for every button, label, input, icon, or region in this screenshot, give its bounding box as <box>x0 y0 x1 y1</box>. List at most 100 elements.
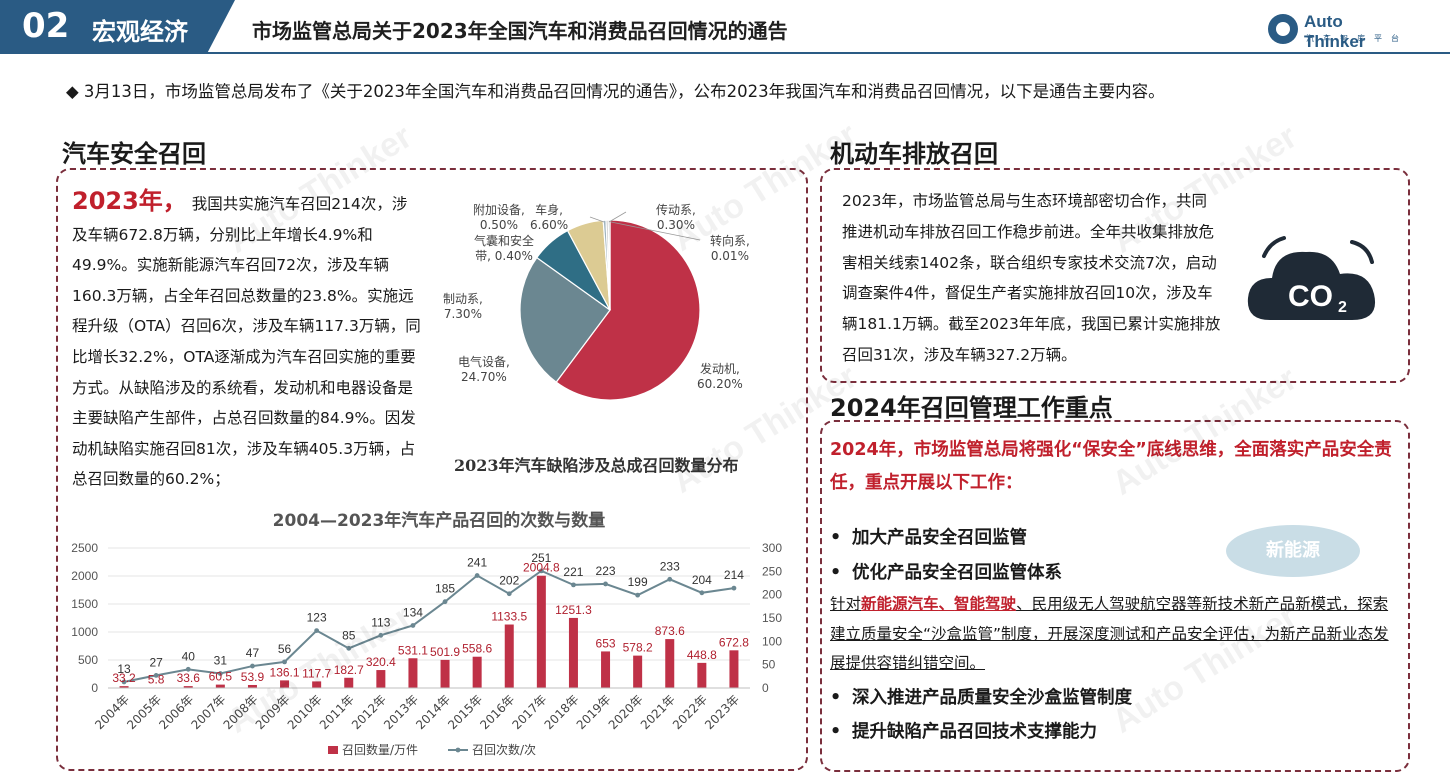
line-point <box>442 599 448 605</box>
y-right-tick-label: 250 <box>762 564 782 578</box>
plan-bullet: • 提升缺陷产品召回技术支撑能力 <box>830 718 1097 743</box>
line-data-label: 241 <box>467 556 487 570</box>
bar-data-label: 873.6 <box>655 624 685 638</box>
emission-recall-heading: 机动车排放召回 <box>830 140 998 168</box>
plan-bullet: • 优化产品安全召回监管体系 <box>830 559 1062 584</box>
pie-label: 制动系, 7.30% <box>443 292 483 321</box>
line-point <box>282 659 287 665</box>
legend-line-marker <box>455 747 461 753</box>
line-data-label: 251 <box>531 551 551 565</box>
pie-label: 气囊和安全带, 0.40% <box>474 234 535 263</box>
x-tick-label: 2017年 <box>509 692 549 732</box>
legend-bar-label: 召回数量/万件 <box>342 742 418 757</box>
co2-subscript: 2 <box>1338 299 1347 316</box>
line-point <box>185 666 191 672</box>
bullet-dot: • <box>830 528 842 548</box>
bar <box>665 639 675 688</box>
line-data-label: 221 <box>563 565 583 579</box>
bar <box>536 575 546 688</box>
bar-data-label: 531.1 <box>398 643 428 657</box>
bar <box>344 677 354 688</box>
line-data-label: 204 <box>692 573 712 587</box>
bar <box>697 662 707 688</box>
line-data-label: 202 <box>499 574 519 588</box>
x-tick-label: 2012年 <box>349 692 389 732</box>
line-point <box>667 576 673 582</box>
line-data-label: 85 <box>342 628 356 642</box>
y-left-tick-label: 1000 <box>71 625 98 639</box>
bar-data-label: 320.4 <box>366 655 396 669</box>
y-left-tick-label: 1500 <box>71 597 98 611</box>
bar-data-label: 653 <box>596 636 616 650</box>
x-tick-label: 2018年 <box>542 692 582 732</box>
line-point <box>635 592 641 598</box>
pie-leader-line <box>610 221 701 241</box>
co2-text: CO <box>1288 280 1333 313</box>
line-point <box>410 623 416 628</box>
pie-label: 车身, 6.60% <box>530 203 569 232</box>
line-point <box>314 628 320 633</box>
pie-leader-line <box>589 216 605 223</box>
line-data-label: 233 <box>660 559 680 573</box>
bullet-text: 优化产品安全召回监管体系 <box>852 563 1062 583</box>
y-right-tick-label: 300 <box>762 541 782 555</box>
line-point <box>378 632 384 638</box>
y-left-tick-label: 500 <box>78 653 98 667</box>
section-number: 02 <box>22 6 70 46</box>
pie-label: 电气设备, 24.70% <box>458 355 510 384</box>
header-bar: 02 宏观经济 市场监管总局关于2023年全国汽车和消费品召回情况的通告 Aut… <box>0 0 1450 54</box>
bar <box>504 624 514 688</box>
plan-2024-detail: 针对新能源汽车、智能驾驶、民用级无人驾驶航空器等新技术新产品新模式，探索建立质量… <box>830 590 1400 679</box>
pie-label: 转向系, 0.01% <box>710 234 750 263</box>
brand-logo: Auto Thinker 汽车智库平台 <box>1268 10 1408 51</box>
y-left-tick-label: 0 <box>91 681 98 695</box>
bullet-text: 加大产品安全召回监管 <box>852 528 1027 548</box>
pie-leader-line <box>608 211 627 223</box>
bar-data-label: 501.9 <box>430 645 460 659</box>
y-right-tick-label: 0 <box>762 681 769 695</box>
bar-data-label: 136.1 <box>270 665 300 679</box>
line-point <box>250 663 255 669</box>
line-data-label: 185 <box>435 582 455 596</box>
y-left-tick-label: 2500 <box>71 541 98 555</box>
pie-chart-title: 2023年汽车缺陷涉及总成召回数量分布 <box>454 456 739 475</box>
x-tick-label: 2014年 <box>413 692 453 732</box>
bar-data-label: 33.6 <box>177 671 201 685</box>
recall-combo-chart: 2004—2023年汽车产品召回的次数与数量050010001500200025… <box>71 510 782 757</box>
bar-data-label: 448.8 <box>687 648 717 662</box>
bar-data-label: 1133.5 <box>491 610 527 624</box>
bar-data-label: 5.8 <box>148 673 165 687</box>
x-tick-label: 2023年 <box>702 692 742 732</box>
bar-data-label: 2004.8 <box>523 561 560 575</box>
line-data-label: 123 <box>307 611 327 625</box>
x-tick-label: 2013年 <box>381 692 421 732</box>
x-tick-label: 2005年 <box>124 692 164 732</box>
line-data-label: 13 <box>117 662 131 676</box>
intro-text: ◆ 3月13日，市场监管总局发布了《关于2023年全国汽车和消费品召回情况的通告… <box>66 82 1165 101</box>
bar-data-label: 182.7 <box>334 663 364 677</box>
count-line <box>123 569 735 683</box>
bar-data-label: 53.9 <box>241 670 265 684</box>
bar-data-label: 60.5 <box>209 670 233 684</box>
legend-line-label: 召回次数/次 <box>472 742 536 757</box>
x-tick-label: 2022年 <box>670 692 710 732</box>
co2-cloud-icon: CO 2 <box>1247 236 1376 320</box>
bar <box>440 659 450 688</box>
bar-data-label: 33.2 <box>112 671 136 685</box>
bar <box>472 656 482 688</box>
legend-bar-swatch <box>328 746 338 754</box>
x-tick-label: 2019年 <box>574 692 614 732</box>
auto-recall-paragraph: 2023年， 我国共实施汽车召回214次，涉及车辆672.8万辆，分别比上年增长… <box>72 186 422 495</box>
logo-subtext: 汽车智库平台 <box>1306 34 1408 43</box>
pie-slice <box>555 219 701 401</box>
detail-highlight-nev: 新能源汽车 <box>861 595 939 613</box>
bar-data-label: 672.8 <box>719 635 749 649</box>
line-point <box>603 581 608 587</box>
y-right-tick-label: 100 <box>762 634 782 648</box>
bar <box>408 658 418 688</box>
line-data-label: 56 <box>278 642 292 656</box>
line-data-label: 199 <box>628 575 648 589</box>
bar <box>729 650 739 688</box>
nev-badge: 新能源 <box>1226 525 1360 577</box>
line-point <box>571 582 576 588</box>
